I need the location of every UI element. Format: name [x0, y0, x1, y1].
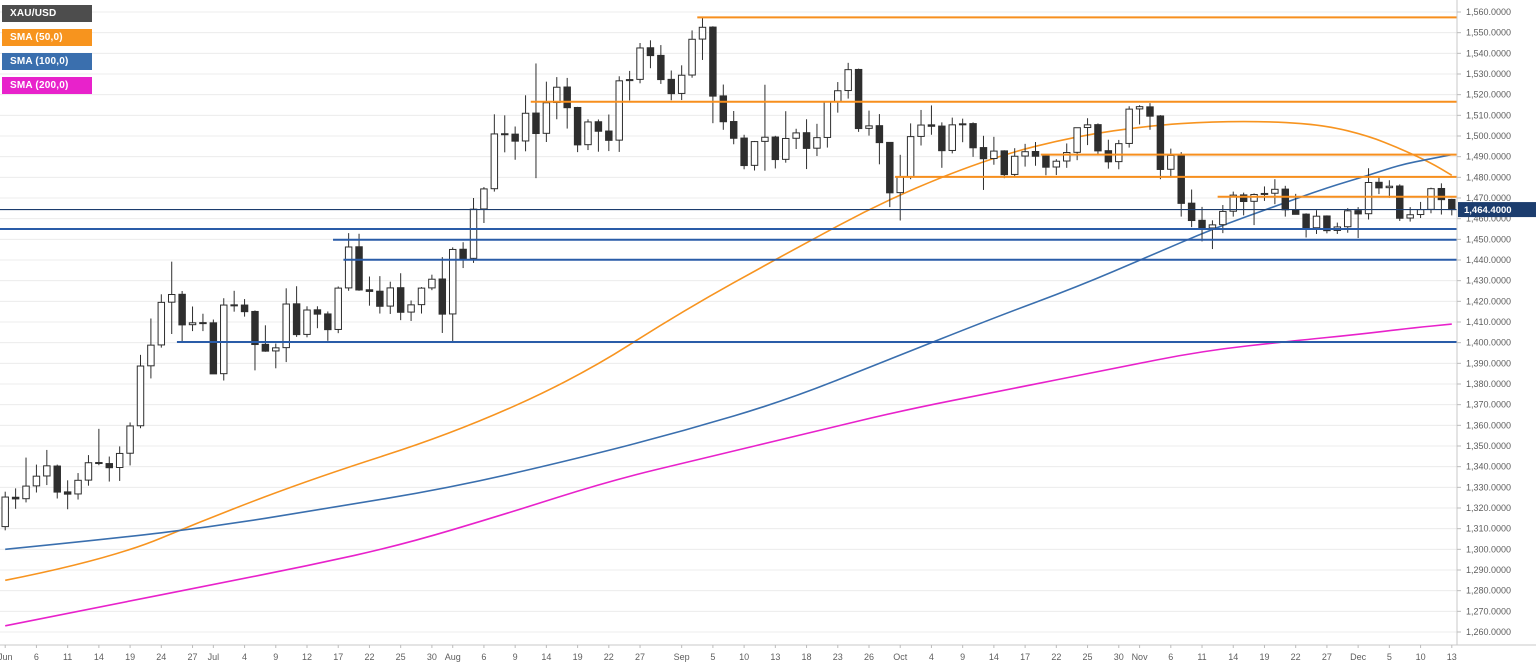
svg-text:14: 14 [541, 652, 551, 662]
svg-text:1,350.0000: 1,350.0000 [1466, 441, 1511, 451]
svg-text:1,320.0000: 1,320.0000 [1466, 503, 1511, 513]
svg-text:1,460.0000: 1,460.0000 [1466, 214, 1511, 224]
svg-text:14: 14 [989, 652, 999, 662]
svg-text:23: 23 [833, 652, 843, 662]
svg-text:27: 27 [1322, 652, 1332, 662]
svg-text:26: 26 [864, 652, 874, 662]
svg-text:10: 10 [1416, 652, 1426, 662]
svg-text:1,520.0000: 1,520.0000 [1466, 90, 1511, 100]
svg-text:1,480.0000: 1,480.0000 [1466, 172, 1511, 182]
svg-text:11: 11 [63, 652, 72, 662]
svg-text:1,550.0000: 1,550.0000 [1466, 28, 1511, 38]
svg-text:1,440.0000: 1,440.0000 [1466, 255, 1511, 265]
svg-text:24: 24 [156, 652, 166, 662]
svg-text:Aug: Aug [445, 652, 461, 662]
current-price-tag: 1,464.4000 [1458, 202, 1536, 218]
svg-text:1,380.0000: 1,380.0000 [1466, 379, 1511, 389]
svg-text:17: 17 [333, 652, 343, 662]
svg-text:1,270.0000: 1,270.0000 [1466, 606, 1511, 616]
svg-text:1,260.0000: 1,260.0000 [1466, 627, 1511, 637]
svg-text:1,390.0000: 1,390.0000 [1466, 358, 1511, 368]
svg-text:6: 6 [34, 652, 39, 662]
svg-text:1,490.0000: 1,490.0000 [1466, 152, 1511, 162]
svg-text:30: 30 [1114, 652, 1124, 662]
svg-text:1,540.0000: 1,540.0000 [1466, 48, 1511, 58]
svg-text:1,410.0000: 1,410.0000 [1466, 317, 1511, 327]
svg-text:1,450.0000: 1,450.0000 [1466, 234, 1511, 244]
svg-text:11: 11 [1197, 652, 1206, 662]
svg-text:19: 19 [1259, 652, 1269, 662]
svg-text:9: 9 [273, 652, 278, 662]
legend-badge-sma-50-0[interactable]: SMA (50,0) [2, 29, 92, 46]
svg-text:1,560.0000: 1,560.0000 [1466, 7, 1511, 17]
svg-text:1,290.0000: 1,290.0000 [1466, 565, 1511, 575]
svg-text:1,400.0000: 1,400.0000 [1466, 338, 1511, 348]
svg-text:12: 12 [302, 652, 312, 662]
svg-text:5: 5 [1387, 652, 1392, 662]
svg-text:Oct: Oct [893, 652, 908, 662]
svg-text:22: 22 [604, 652, 614, 662]
svg-text:19: 19 [573, 652, 583, 662]
sma-200-line[interactable] [5, 323, 1452, 627]
svg-text:1,370.0000: 1,370.0000 [1466, 400, 1511, 410]
svg-text:1,464.4000: 1,464.4000 [1464, 205, 1512, 216]
svg-text:6: 6 [1168, 652, 1173, 662]
chart-legend: XAU/USD SMA (50,0) SMA (100,0) SMA (200,0) [2, 5, 92, 94]
legend-badge-sma-100-0[interactable]: SMA (100,0) [2, 53, 92, 70]
price-gridlines [0, 11, 1457, 633]
svg-text:25: 25 [1083, 652, 1093, 662]
svg-text:1,340.0000: 1,340.0000 [1466, 462, 1511, 472]
svg-text:1,330.0000: 1,330.0000 [1466, 482, 1511, 492]
svg-text:30: 30 [427, 652, 437, 662]
svg-text:14: 14 [94, 652, 104, 662]
svg-text:Nov: Nov [1132, 652, 1149, 662]
svg-text:17: 17 [1020, 652, 1030, 662]
svg-text:1,500.0000: 1,500.0000 [1466, 131, 1511, 141]
svg-text:Dec: Dec [1350, 652, 1367, 662]
svg-text:Jul: Jul [208, 652, 220, 662]
svg-text:22: 22 [1051, 652, 1061, 662]
sma-100-line[interactable] [5, 153, 1452, 551]
svg-text:4: 4 [242, 652, 247, 662]
svg-text:1,310.0000: 1,310.0000 [1466, 524, 1511, 534]
svg-text:14: 14 [1228, 652, 1238, 662]
svg-text:1,280.0000: 1,280.0000 [1466, 586, 1511, 596]
svg-text:9: 9 [960, 652, 965, 662]
svg-text:1,430.0000: 1,430.0000 [1466, 276, 1511, 286]
svg-text:27: 27 [635, 652, 645, 662]
svg-text:6: 6 [481, 652, 486, 662]
svg-text:1,420.0000: 1,420.0000 [1466, 296, 1511, 306]
price-axis[interactable]: 1,260.0000 1,270.0000 1,280.0000 1,290.0000… [1457, 7, 1511, 637]
sma-50-line[interactable] [5, 120, 1453, 582]
svg-text:22: 22 [364, 652, 374, 662]
svg-text:18: 18 [802, 652, 812, 662]
svg-text:22: 22 [1291, 652, 1301, 662]
support-resistance-lines[interactable] [0, 16, 1457, 344]
svg-text:9: 9 [513, 652, 518, 662]
time-axis[interactable]: Jun 6 11 14 19 24 27 Jul 4 9 12 17 22 25 30 Aug 6 9 14 19 22… [0, 645, 1457, 662]
svg-text:1,300.0000: 1,300.0000 [1466, 544, 1511, 554]
svg-text:1,510.0000: 1,510.0000 [1466, 110, 1511, 120]
svg-text:1,470.0000: 1,470.0000 [1466, 193, 1511, 203]
legend-badge-xau-usd[interactable]: XAU/USD [2, 5, 92, 22]
svg-text:13: 13 [770, 652, 780, 662]
svg-text:Sep: Sep [674, 652, 690, 662]
svg-text:1,530.0000: 1,530.0000 [1466, 69, 1511, 79]
svg-text:10: 10 [739, 652, 749, 662]
svg-text:13: 13 [1447, 652, 1457, 662]
svg-text:Jun: Jun [0, 652, 12, 662]
svg-text:1,360.0000: 1,360.0000 [1466, 420, 1511, 430]
svg-text:27: 27 [188, 652, 198, 662]
svg-text:19: 19 [125, 652, 135, 662]
svg-text:5: 5 [710, 652, 715, 662]
svg-text:4: 4 [929, 652, 934, 662]
legend-badge-sma-200-0[interactable]: SMA (200,0) [2, 77, 92, 94]
svg-text:25: 25 [396, 652, 406, 662]
